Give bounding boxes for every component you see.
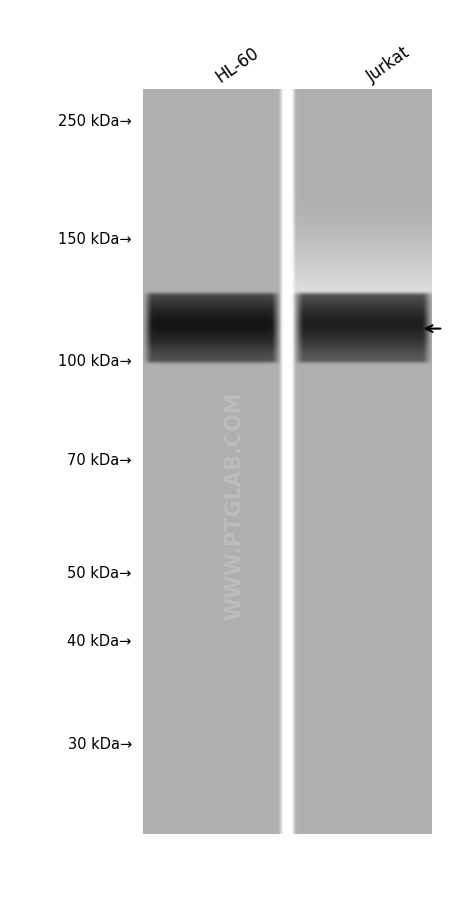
Text: 50 kDa→: 50 kDa→: [68, 566, 132, 580]
Text: 250 kDa→: 250 kDa→: [58, 115, 132, 129]
Text: 150 kDa→: 150 kDa→: [58, 232, 132, 246]
Text: 70 kDa→: 70 kDa→: [68, 453, 132, 467]
Text: WWW.PTGLAB.COM: WWW.PTGLAB.COM: [224, 391, 244, 620]
Text: 30 kDa→: 30 kDa→: [68, 737, 132, 751]
Text: HL-60: HL-60: [212, 43, 262, 86]
Text: 40 kDa→: 40 kDa→: [68, 633, 132, 648]
Text: 100 kDa→: 100 kDa→: [58, 354, 132, 368]
Text: Jurkat: Jurkat: [364, 43, 414, 86]
